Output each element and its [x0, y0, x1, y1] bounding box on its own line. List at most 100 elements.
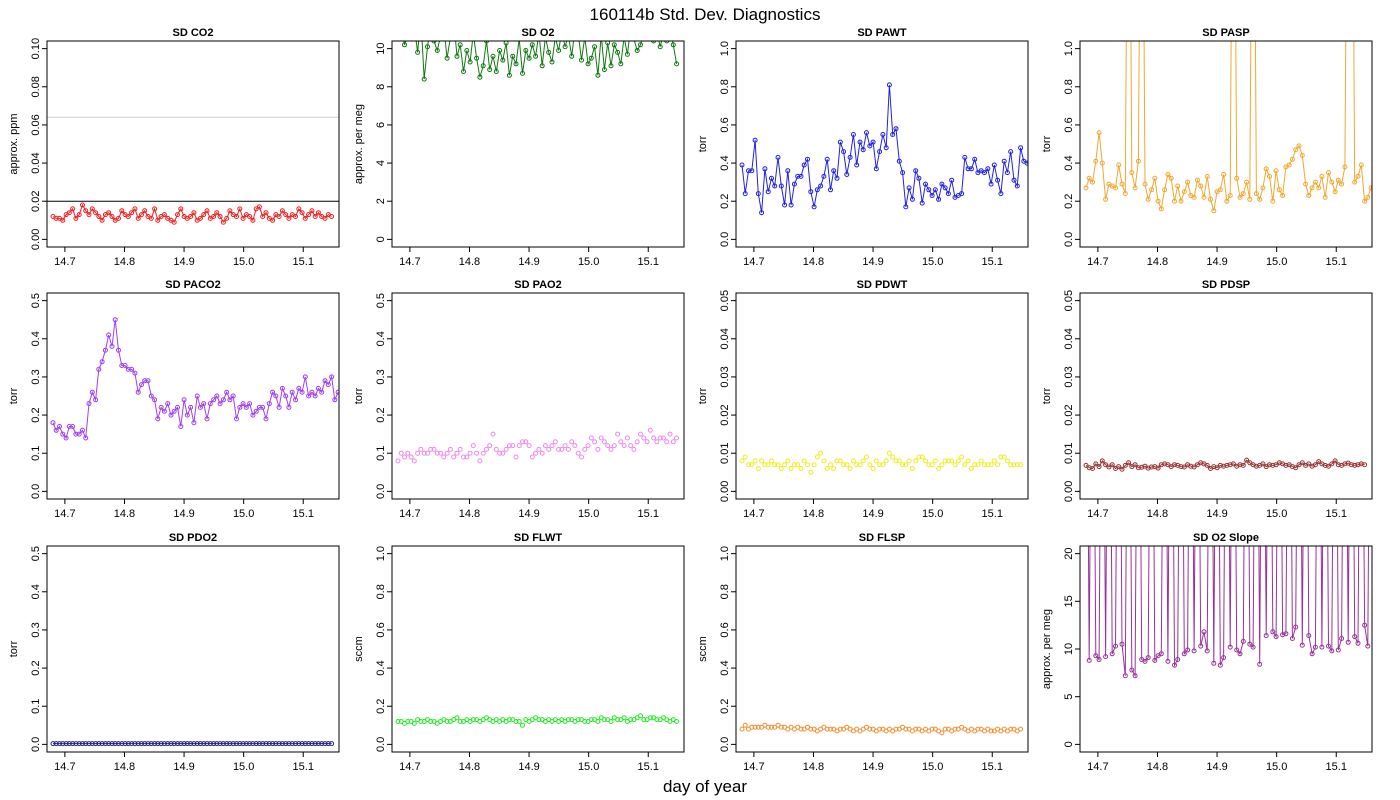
data-point: [536, 717, 542, 723]
data-point: [595, 72, 601, 78]
data-point: [972, 156, 978, 162]
data-point: [191, 210, 197, 216]
data-point: [1309, 651, 1315, 657]
x-tick-label: 14.7: [399, 508, 420, 520]
data-point: [1209, 170, 1213, 174]
data-point: [191, 420, 197, 426]
data-point: [1142, 181, 1148, 187]
data-point: [70, 424, 76, 429]
data-point: [939, 181, 945, 187]
series-line: [52, 203, 332, 224]
data-point: [503, 41, 509, 46]
x-tick-label: 14.7: [743, 761, 764, 773]
data-point: [1126, 460, 1132, 466]
data-point: [270, 217, 276, 223]
data-point: [988, 181, 994, 187]
x-tick-label: 15.0: [922, 508, 943, 520]
data-point: [73, 431, 79, 437]
data-point: [506, 72, 512, 78]
data-point: [831, 168, 837, 174]
data-point: [1093, 158, 1099, 164]
data-point: [464, 48, 470, 53]
data-point: [854, 462, 860, 468]
y-tick-label: 0.4: [719, 660, 731, 675]
data-point: [1342, 461, 1348, 467]
data-point: [1358, 461, 1364, 467]
data-point: [500, 57, 506, 63]
data-point: [470, 443, 476, 449]
data-point: [276, 741, 282, 747]
panel-sd-pao2: SD PAO2 0.0 0.1 0.2 0.3 0.4 0.5 torr 14.7 14.8 14.…: [353, 279, 685, 520]
data-point: [1368, 185, 1372, 191]
data-point: [939, 462, 945, 468]
data-point: [592, 439, 598, 445]
data-point: [880, 462, 886, 468]
data-point: [96, 741, 102, 747]
data-point: [155, 416, 161, 422]
data-point: [634, 48, 640, 53]
data-point: [270, 741, 276, 747]
y-tick-label: 0.8: [719, 584, 731, 599]
data-point: [477, 74, 483, 80]
data-point: [428, 719, 434, 724]
data-point: [201, 212, 207, 218]
data-point: [148, 215, 154, 221]
data-point: [109, 343, 115, 349]
data-point: [1240, 462, 1246, 468]
data-point: [765, 462, 771, 468]
data-point: [322, 741, 328, 747]
data-point: [1185, 647, 1191, 653]
plot-area: [50, 741, 335, 747]
data-point: [178, 741, 184, 747]
data-point: [923, 181, 928, 187]
data-point: [565, 446, 571, 452]
data-point: [237, 404, 243, 410]
data-point: [896, 458, 902, 464]
data-point: [1263, 166, 1269, 172]
data-point: [484, 446, 489, 452]
data-point: [129, 210, 135, 216]
data-point: [194, 741, 200, 747]
data-point: [513, 61, 519, 67]
data-point: [76, 212, 82, 218]
data-point: [1145, 655, 1151, 661]
data-point: [438, 450, 444, 456]
data-point: [1221, 172, 1227, 177]
data-point: [194, 393, 200, 399]
data-point: [315, 385, 321, 391]
data-point: [188, 214, 194, 219]
data-point: [293, 397, 298, 403]
data-point: [1129, 667, 1135, 673]
x-tick-label: 15.0: [233, 508, 254, 520]
data-point: [309, 389, 315, 395]
data-point: [919, 454, 925, 460]
data-point: [998, 454, 1004, 460]
data-point: [1211, 208, 1217, 214]
data-point: [132, 741, 138, 747]
data-point: [220, 219, 226, 225]
data-point: [96, 366, 102, 372]
data-point: [592, 44, 598, 50]
data-point: [624, 51, 630, 57]
data-point: [429, 24, 433, 28]
data-point: [645, 35, 649, 39]
y-axis-label: torr: [1041, 387, 1053, 404]
data-point: [1004, 458, 1010, 464]
data-point: [893, 458, 899, 464]
data-point: [877, 462, 883, 468]
y-tick-label: 15: [1063, 595, 1075, 607]
data-point: [247, 214, 253, 219]
data-point: [1001, 158, 1007, 164]
data-point: [1191, 464, 1197, 470]
data-point: [155, 217, 161, 223]
data-point: [1245, 170, 1249, 174]
data-point: [778, 724, 784, 730]
data-point: [276, 214, 282, 219]
data-point: [1181, 189, 1187, 195]
data-point: [860, 458, 866, 464]
data-point: [99, 741, 105, 747]
data-point: [785, 168, 791, 174]
data-point: [642, 31, 646, 35]
data-point: [962, 154, 968, 160]
data-point: [755, 466, 761, 471]
